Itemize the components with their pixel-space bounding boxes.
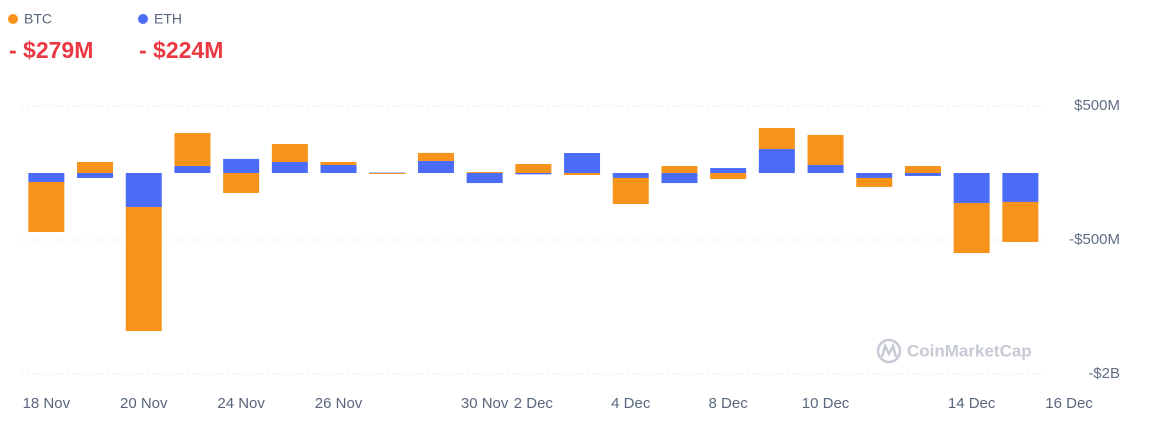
bar-segment [856,177,893,187]
bar-segment [417,160,454,173]
bar-segment [466,172,503,174]
bar-segment [271,162,308,173]
x-tick-label: 14 Dec [948,395,996,412]
bar-segment [953,173,990,204]
y-tick-label: -$2B [1088,365,1120,382]
total-value: - $279M [9,37,93,63]
bar-segment [710,173,747,180]
bar-segment [515,173,552,175]
bar-segment [661,166,698,173]
x-tick-label: 2 Dec [514,395,554,412]
bar-segment [758,127,795,150]
bar-segment [856,173,893,178]
bar-segment [953,203,990,254]
y-tick-label: -$500M [1069,231,1120,248]
bar-segment [612,173,649,178]
x-tick-label: 8 Dec [709,395,749,412]
bar-segment [28,173,65,182]
bar-segment [904,166,941,173]
bar-segment [271,144,308,163]
bar-segment [369,173,406,174]
legend-marker [8,14,18,24]
bar-segment [904,173,941,176]
x-tick-label: 16 Dec [1045,395,1093,412]
bar-segment [466,173,503,184]
legend-marker [138,14,148,24]
x-tick-label: 18 Nov [23,395,71,412]
watermark-logo [876,338,902,364]
bar-segment [223,173,260,193]
x-tick-label: 26 Nov [315,395,363,412]
bar-segment [564,173,601,176]
bar-segment [174,133,211,167]
bar-segment [77,162,114,173]
bar-segment [1002,173,1039,202]
x-tick-label: 10 Dec [802,395,850,412]
total-value: - $224M [139,37,223,63]
bar-segment [564,153,601,173]
x-tick-label: 4 Dec [611,395,651,412]
legend-label: ETH [154,11,182,27]
bar-segment [320,162,357,165]
bar-segment [417,152,454,161]
bar-segment [320,164,357,173]
bar-segment [28,181,65,232]
bar-segment [174,166,211,173]
x-tick-label: 30 Nov [461,395,509,412]
bar-segment [612,177,649,204]
x-tick-label: 24 Nov [217,395,265,412]
y-tick-label: $500M [1074,97,1120,114]
bar-segment [515,164,552,173]
watermark: CoinMarketCap [907,341,1032,360]
x-tick-label: 20 Nov [120,395,168,412]
bar-segment [1002,201,1039,242]
bar-segment [807,134,844,165]
bar-segment [710,168,747,173]
legend-label: BTC [24,11,52,27]
bar-segment [758,149,795,173]
bar-segment [125,173,162,208]
bar-segment [661,173,698,184]
bar-segment [807,164,844,173]
bar-segment [125,207,162,332]
bar-segment [77,173,114,178]
bar-segment [223,158,260,173]
